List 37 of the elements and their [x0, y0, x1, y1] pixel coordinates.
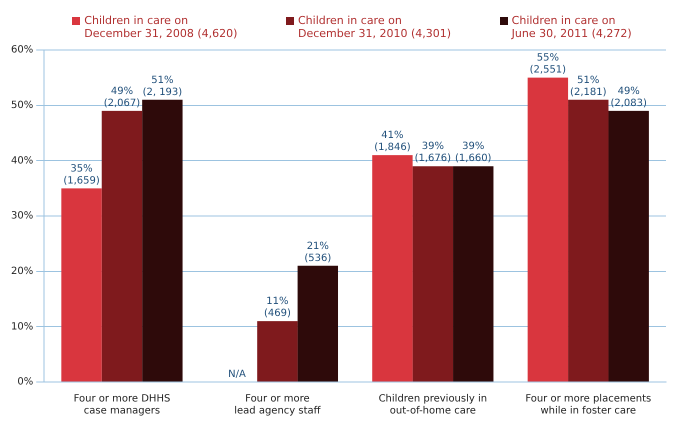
bar: [61, 188, 102, 382]
bar: [453, 166, 494, 382]
x-tick-label: Children previously in out-of-home care: [378, 394, 488, 417]
bar: [298, 266, 338, 382]
data-label: 49% (2,067): [104, 86, 140, 109]
bar: [142, 100, 183, 382]
data-label: 39% (1,676): [414, 141, 452, 164]
y-tick-label: 40%: [10, 155, 34, 166]
data-label: 55% (2,551): [530, 52, 566, 76]
bar: [372, 155, 413, 382]
bar: [528, 78, 568, 382]
y-tick-label: 20%: [10, 266, 34, 277]
y-tick-label: 50%: [10, 100, 34, 111]
data-label: 11% (469): [264, 296, 291, 320]
x-tick-label: Four or more DHHS case managers: [74, 394, 170, 417]
bar: [568, 100, 608, 382]
data-label: 49% (2,083): [610, 86, 648, 109]
bar: [608, 110, 649, 382]
legend-label: Children in care on June 30, 2011 (4,272): [512, 14, 632, 40]
data-label: 51% (2, 193): [142, 74, 182, 98]
data-label: 51% (2,181): [570, 74, 607, 98]
y-tick-label: 0%: [17, 376, 34, 388]
legend-label: Children in care on December 31, 2008 (4,620): [84, 14, 238, 40]
x-tick-label: Four or more placements while in foster care: [525, 394, 652, 417]
y-tick-label: 60%: [10, 44, 34, 56]
legend-label: Children in care on December 31, 2010 (4,301): [298, 14, 452, 40]
data-label: 39% (1,660): [455, 141, 492, 164]
bar: [257, 321, 298, 382]
text: N/A: [228, 369, 246, 380]
bar: [102, 110, 142, 382]
data-label: 41% (1,846): [374, 130, 411, 154]
data-label: 35% (1,659): [63, 163, 100, 186]
y-tick-label: 10%: [10, 321, 34, 332]
y-tick-label: 30%: [10, 210, 34, 222]
data-label: 21% (536): [304, 240, 332, 264]
x-tick-label: Four or more lead agency staff: [234, 394, 322, 417]
bar: [412, 166, 454, 382]
